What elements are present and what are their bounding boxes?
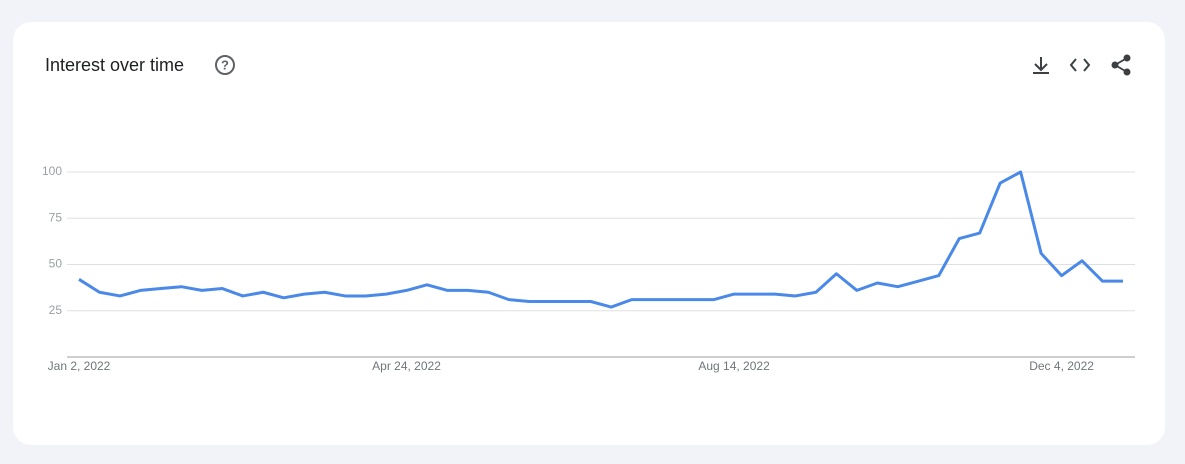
y-tick-label: 25 xyxy=(49,303,63,317)
y-tick-label: 75 xyxy=(49,210,63,224)
help-icon[interactable]: ? xyxy=(215,55,235,75)
download-button[interactable] xyxy=(1033,57,1049,74)
card xyxy=(13,22,1165,445)
y-tick-label: 50 xyxy=(49,257,63,271)
y-tick-label: 100 xyxy=(42,164,62,178)
embed-button[interactable] xyxy=(1069,58,1091,72)
x-tick-label: Dec 4, 2022 xyxy=(1029,359,1094,373)
share-button[interactable] xyxy=(1111,54,1131,76)
svg-text:?: ? xyxy=(221,57,229,72)
x-tick-label: Apr 24, 2022 xyxy=(372,359,441,373)
x-tick-label: Aug 14, 2022 xyxy=(698,359,770,373)
chart-title: Interest over time xyxy=(45,55,184,75)
trend-line xyxy=(78,170,1123,309)
x-tick-label: Jan 2, 2022 xyxy=(48,359,111,373)
